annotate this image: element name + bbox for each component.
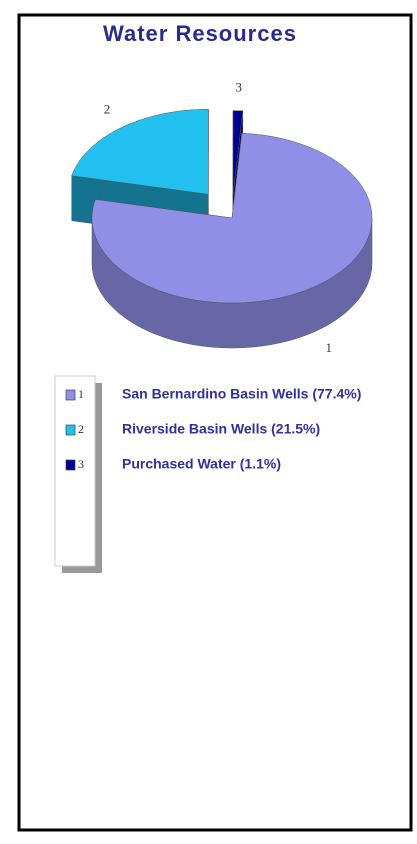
chart-title: Water Resources [103,21,297,46]
slice-label: 1 [326,340,333,355]
legend-number: 2 [78,422,84,436]
pie [71,109,373,349]
legend-swatch [65,459,76,471]
legend-swatch [65,424,76,436]
legend-swatch [65,389,76,401]
legend-box [54,375,96,567]
slice-top [91,132,373,304]
legend-number: 3 [78,457,84,471]
legend-label: Purchased Water (1.1%) [122,456,281,472]
slice [91,132,373,349]
slice-top [71,109,209,195]
legend-label: Riverside Basin Wells (21.5%) [122,421,320,437]
slice-label: 3 [235,80,242,95]
slice-top [232,110,244,196]
slice-label: 2 [104,102,111,117]
legend-number: 1 [78,387,84,401]
legend-label: San Bernardino Basin Wells (77.4%) [122,386,361,402]
